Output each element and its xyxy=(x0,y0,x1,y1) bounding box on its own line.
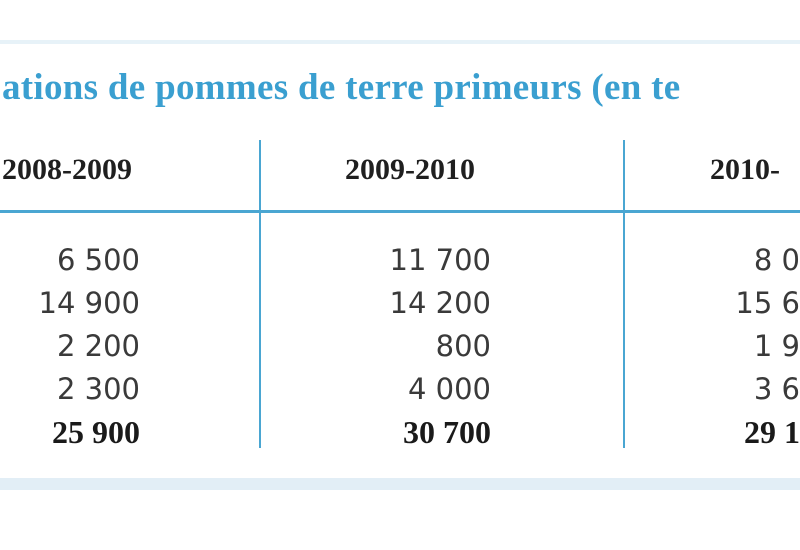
total-cell: 29 1 xyxy=(744,414,800,450)
table-cell: 2 200 xyxy=(56,329,140,363)
table-cell: 6 500 xyxy=(56,243,140,277)
total-cell: 25 900 xyxy=(52,414,140,450)
table-title: ations de pommes de terre primeurs (en t… xyxy=(2,67,681,108)
table-cell: 15 6 xyxy=(735,286,800,320)
table-cell: 4 000 xyxy=(407,372,491,406)
column-divider-2 xyxy=(623,140,625,448)
column-header-2010: 2010- xyxy=(710,153,780,186)
header-divider xyxy=(0,210,800,213)
table-frame xyxy=(0,40,800,490)
column-header-2009-2010: 2009-2010 xyxy=(345,153,475,186)
table-cell: 1 9 xyxy=(753,329,800,363)
table-cell: 14 200 xyxy=(389,286,491,320)
table-cell: 800 xyxy=(435,329,491,363)
total-cell: 30 700 xyxy=(403,414,491,450)
column-divider-1 xyxy=(259,140,261,448)
table-cell: 14 900 xyxy=(38,286,140,320)
table-cell: 8 0 xyxy=(753,243,800,277)
column-header-2008-2009: 2008-2009 xyxy=(2,153,132,186)
table-header: 2008-2009 2009-2010 2010- xyxy=(0,140,800,202)
table-cell: 11 700 xyxy=(389,243,491,277)
table-cell: 3 6 xyxy=(753,372,800,406)
table-cell: 2 300 xyxy=(56,372,140,406)
